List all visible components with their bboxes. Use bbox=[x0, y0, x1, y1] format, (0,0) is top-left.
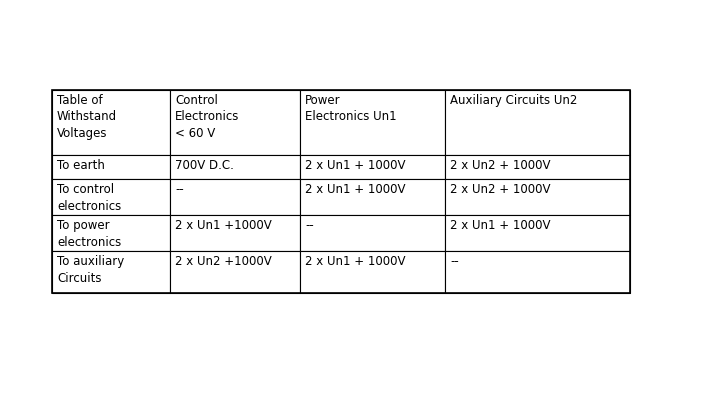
Bar bbox=[445, 215, 630, 251]
Text: 2 x Un1 + 1000V: 2 x Un1 + 1000V bbox=[450, 219, 550, 232]
Bar bbox=[52, 215, 170, 251]
Text: 2 x Un1 + 1000V: 2 x Un1 + 1000V bbox=[305, 183, 405, 196]
Text: To auxiliary
Circuits: To auxiliary Circuits bbox=[57, 255, 124, 284]
Bar bbox=[445, 179, 630, 215]
Bar bbox=[52, 155, 170, 179]
Text: 2 x Un1 + 1000V: 2 x Un1 + 1000V bbox=[305, 255, 405, 268]
Text: Auxiliary Circuits Un2: Auxiliary Circuits Un2 bbox=[450, 94, 577, 107]
Text: Table of
Withstand
Voltages: Table of Withstand Voltages bbox=[57, 94, 117, 140]
Bar bbox=[52, 90, 170, 155]
Text: 2 x Un2 +1000V: 2 x Un2 +1000V bbox=[175, 255, 272, 268]
Bar bbox=[170, 179, 300, 215]
Text: 2 x Un2 + 1000V: 2 x Un2 + 1000V bbox=[450, 183, 550, 196]
Text: Power
Electronics Un1: Power Electronics Un1 bbox=[305, 94, 397, 124]
Bar bbox=[52, 179, 170, 215]
Bar bbox=[52, 251, 170, 293]
Text: 700V D.C.: 700V D.C. bbox=[175, 159, 234, 172]
Bar bbox=[300, 155, 445, 179]
Bar bbox=[170, 215, 300, 251]
Text: To control
electronics: To control electronics bbox=[57, 183, 121, 212]
Text: 2 x Un1 + 1000V: 2 x Un1 + 1000V bbox=[305, 159, 405, 172]
Text: To power
electronics: To power electronics bbox=[57, 219, 121, 248]
Bar bbox=[445, 155, 630, 179]
Text: Control
Electronics
< 60 V: Control Electronics < 60 V bbox=[175, 94, 239, 140]
Text: 2 x Un2 + 1000V: 2 x Un2 + 1000V bbox=[450, 159, 550, 172]
Bar bbox=[445, 90, 630, 155]
Text: To earth: To earth bbox=[57, 159, 105, 172]
Bar bbox=[300, 251, 445, 293]
Bar bbox=[170, 251, 300, 293]
Bar bbox=[300, 90, 445, 155]
Text: 2 x Un1 +1000V: 2 x Un1 +1000V bbox=[175, 219, 272, 232]
Bar bbox=[52, 90, 630, 293]
Bar bbox=[300, 215, 445, 251]
Bar bbox=[300, 179, 445, 215]
Text: --: -- bbox=[175, 183, 184, 196]
Text: --: -- bbox=[450, 255, 459, 268]
Bar bbox=[170, 155, 300, 179]
Bar bbox=[170, 90, 300, 155]
Bar bbox=[445, 251, 630, 293]
Text: --: -- bbox=[305, 219, 314, 232]
